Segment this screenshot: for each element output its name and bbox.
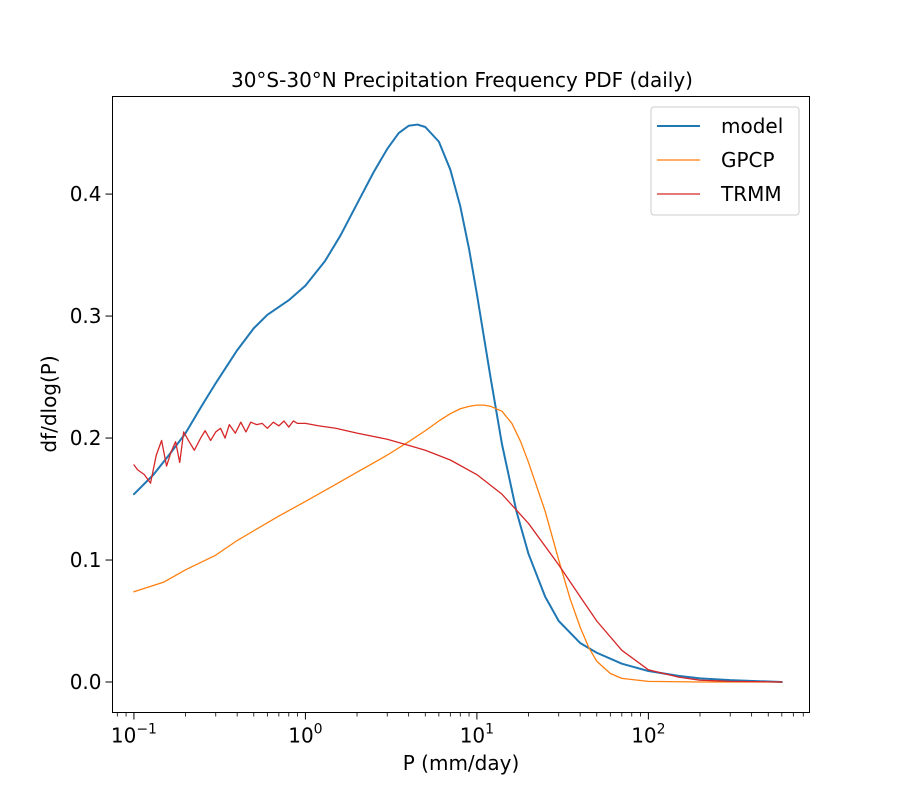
legend-frame — [650, 106, 800, 216]
legend-label-gpcp: GPCP — [721, 148, 775, 172]
chart-title: 30°S-30°N Precipitation Frequency PDF (d… — [231, 68, 693, 92]
y-tick-label: 0.4 — [70, 182, 102, 206]
x-tick-label: 100 — [288, 722, 322, 748]
series-line-model — [132, 123, 783, 683]
legend-label-model: model — [721, 114, 783, 138]
y-axis-label: df/dlog(P) — [37, 355, 61, 452]
series-line-gpcp — [133, 404, 783, 683]
x-tick-label: 101 — [460, 722, 494, 748]
y-tick-label: 0.0 — [70, 670, 102, 694]
series-layer — [132, 123, 783, 683]
y-tick-label: 0.2 — [70, 426, 102, 450]
y-tick-label: 0.1 — [70, 548, 102, 572]
x-axis-label: P (mm/day) — [403, 751, 520, 775]
y-tick-label: 0.3 — [70, 304, 102, 328]
x-tick-label: 102 — [631, 722, 665, 748]
ticks-layer: 10−1 100 101 102 0.0 0.1 0.2 0.3 0.4 — [70, 182, 804, 748]
legend: model GPCP TRMM — [650, 106, 800, 216]
legend-label-trmm: TRMM — [720, 182, 782, 206]
x-tick-label: 10−1 — [111, 722, 157, 748]
plot-frame — [112, 96, 810, 713]
series-line-trmm — [133, 420, 783, 683]
